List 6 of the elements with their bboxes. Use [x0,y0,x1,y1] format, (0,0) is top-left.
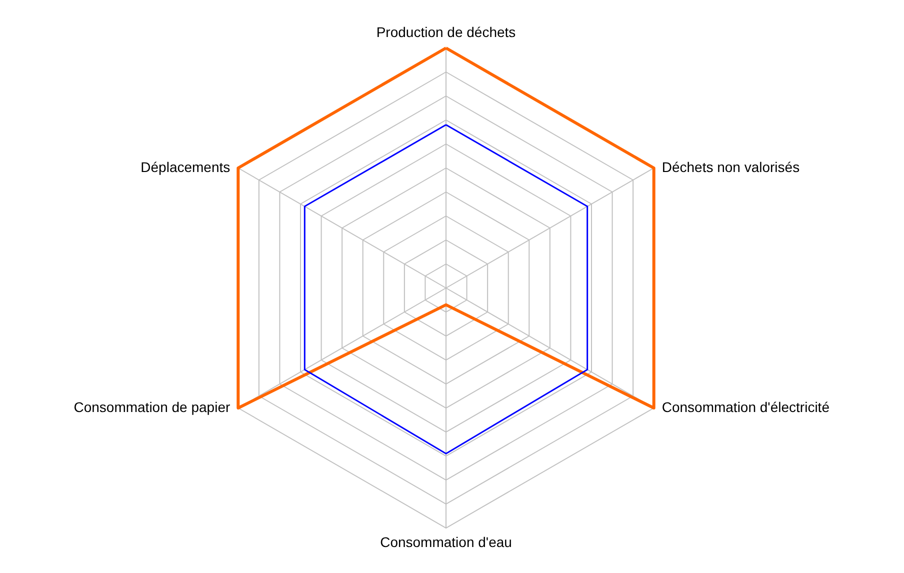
spoke-label: Déplacements [140,159,230,175]
spoke-label: Consommation d'électricité [662,399,830,415]
spoke-label: Production de déchets [376,24,516,40]
spoke-label: Consommation d'eau [380,534,512,550]
spoke-label: Déchets non valorisés [662,159,800,175]
spoke-label: Consommation de papier [74,399,230,415]
